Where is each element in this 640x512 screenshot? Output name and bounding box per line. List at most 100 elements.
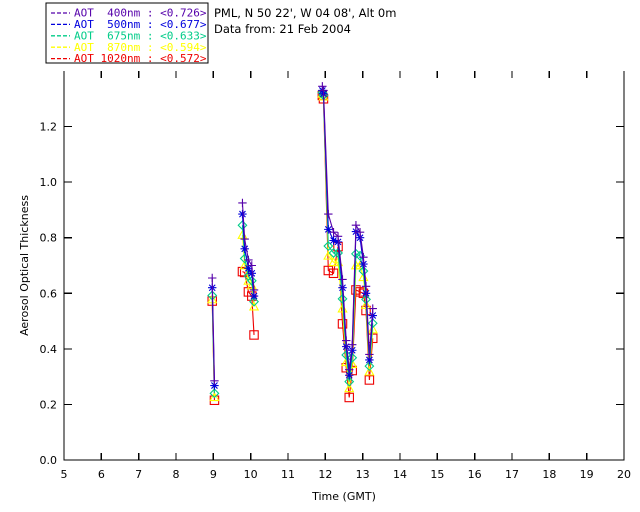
x-tick-label: 15 xyxy=(430,468,444,481)
marker-plus xyxy=(361,282,371,291)
marker-diamond xyxy=(328,248,339,258)
marker-square xyxy=(337,319,348,329)
marker-triangle xyxy=(209,391,220,402)
marker-asterisk xyxy=(240,244,249,254)
marker-plus xyxy=(329,227,338,237)
y-tick-label: 0.6 xyxy=(40,287,58,300)
marker-diamond xyxy=(209,388,220,399)
marker-asterisk xyxy=(345,371,354,380)
y-tick-label: 0.0 xyxy=(40,454,58,467)
marker-diamond xyxy=(317,87,328,98)
marker-plus xyxy=(345,365,354,374)
marker-diamond xyxy=(367,318,378,329)
marker-triangle xyxy=(323,250,334,260)
marker-plus xyxy=(318,82,327,91)
series-line xyxy=(321,95,374,398)
marker-asterisk xyxy=(244,264,253,273)
x-tick-label: 5 xyxy=(61,468,68,481)
y-tick-label: 1.0 xyxy=(40,176,58,189)
marker-diamond xyxy=(249,296,260,307)
marker-triangle xyxy=(248,301,260,311)
marker-plus xyxy=(351,221,361,230)
x-tick-label: 9 xyxy=(210,468,217,481)
marker-plus xyxy=(359,252,368,262)
marker-diamond xyxy=(333,248,344,258)
marker-plus xyxy=(240,234,249,244)
marker-triangle xyxy=(239,260,250,270)
x-tick-label: 17 xyxy=(505,468,519,481)
x-tick-label: 20 xyxy=(617,468,631,481)
y-tick-label: 0.8 xyxy=(40,232,58,245)
series-aot-400nm xyxy=(208,82,377,386)
legend-label-2: AOT 675nm : <0.633> xyxy=(74,29,207,42)
x-tick-label: 7 xyxy=(135,468,142,481)
marker-asterisk xyxy=(348,346,357,355)
marker-plus xyxy=(368,304,377,313)
marker-plus xyxy=(319,86,328,95)
legend-label-4: AOT 1020nm : <0.572> xyxy=(74,52,207,65)
marker-diamond xyxy=(358,266,369,277)
marker-plus xyxy=(348,340,357,349)
legend-label-1: AOT 500nm : <0.677> xyxy=(74,18,207,31)
x-tick-label: 16 xyxy=(468,468,482,481)
y-tick-label: 0.4 xyxy=(40,343,58,356)
x-tick-label: 18 xyxy=(542,468,556,481)
marker-plus xyxy=(208,273,217,283)
y-axis-title: Aerosol Optical Thickness xyxy=(18,195,31,336)
marker-square xyxy=(344,392,354,403)
marker-diamond xyxy=(337,293,348,304)
y-tick-label: 0.2 xyxy=(40,398,58,411)
annotation-line-1: Data from: 21 Feb 2004 xyxy=(214,22,351,36)
marker-plus xyxy=(238,198,247,208)
legend-label-3: AOT 870nm : <0.594> xyxy=(74,41,207,54)
marker-asterisk xyxy=(365,355,374,365)
y-tick-label: 1.2 xyxy=(40,121,58,134)
marker-plus xyxy=(247,261,256,270)
marker-plus xyxy=(244,255,253,265)
series-line xyxy=(211,277,215,381)
series-line xyxy=(321,90,374,376)
marker-asterisk xyxy=(333,237,343,247)
marker-plus xyxy=(210,376,219,386)
marker-plus xyxy=(324,209,333,219)
marker-diamond xyxy=(344,376,355,387)
marker-asterisk xyxy=(249,291,259,301)
marker-square xyxy=(364,375,375,385)
marker-asterisk xyxy=(329,236,338,245)
marker-triangle xyxy=(243,275,254,285)
marker-diamond xyxy=(364,361,375,372)
marker-plus xyxy=(365,350,374,359)
marker-asterisk xyxy=(342,342,351,351)
marker-plus xyxy=(342,336,351,345)
marker-asterisk xyxy=(247,269,256,278)
legend-box xyxy=(45,2,209,64)
x-tick-label: 14 xyxy=(393,468,407,481)
series-line xyxy=(321,93,374,389)
x-tick-label: 10 xyxy=(244,468,258,481)
marker-diamond xyxy=(347,352,358,363)
x-axis-title: Time (GMT) xyxy=(311,490,376,503)
x-tick-label: 6 xyxy=(98,468,105,481)
marker-square xyxy=(249,330,259,340)
marker-asterisk xyxy=(238,209,247,219)
marker-diamond xyxy=(246,275,257,286)
x-tick-label: 8 xyxy=(173,468,180,481)
x-tick-label: 12 xyxy=(318,468,332,481)
marker-triangle xyxy=(364,366,375,376)
marker-diamond xyxy=(237,220,248,231)
marker-plus xyxy=(355,227,365,237)
annotation-line-0: PML, N 50 22', W 04 08', Alt 0m xyxy=(214,6,396,20)
marker-asterisk xyxy=(210,381,219,390)
axis-frame xyxy=(63,71,625,461)
x-tick-label: 11 xyxy=(281,468,295,481)
marker-square xyxy=(323,265,334,276)
series-line xyxy=(321,92,374,382)
marker-plus xyxy=(333,232,343,241)
x-tick-label: 13 xyxy=(356,468,370,481)
marker-asterisk xyxy=(324,225,333,234)
marker-plus xyxy=(338,275,347,284)
marker-triangle xyxy=(367,324,378,334)
legend-label-0: AOT 400nm : <0.726> xyxy=(74,7,207,20)
marker-diamond xyxy=(323,241,334,252)
